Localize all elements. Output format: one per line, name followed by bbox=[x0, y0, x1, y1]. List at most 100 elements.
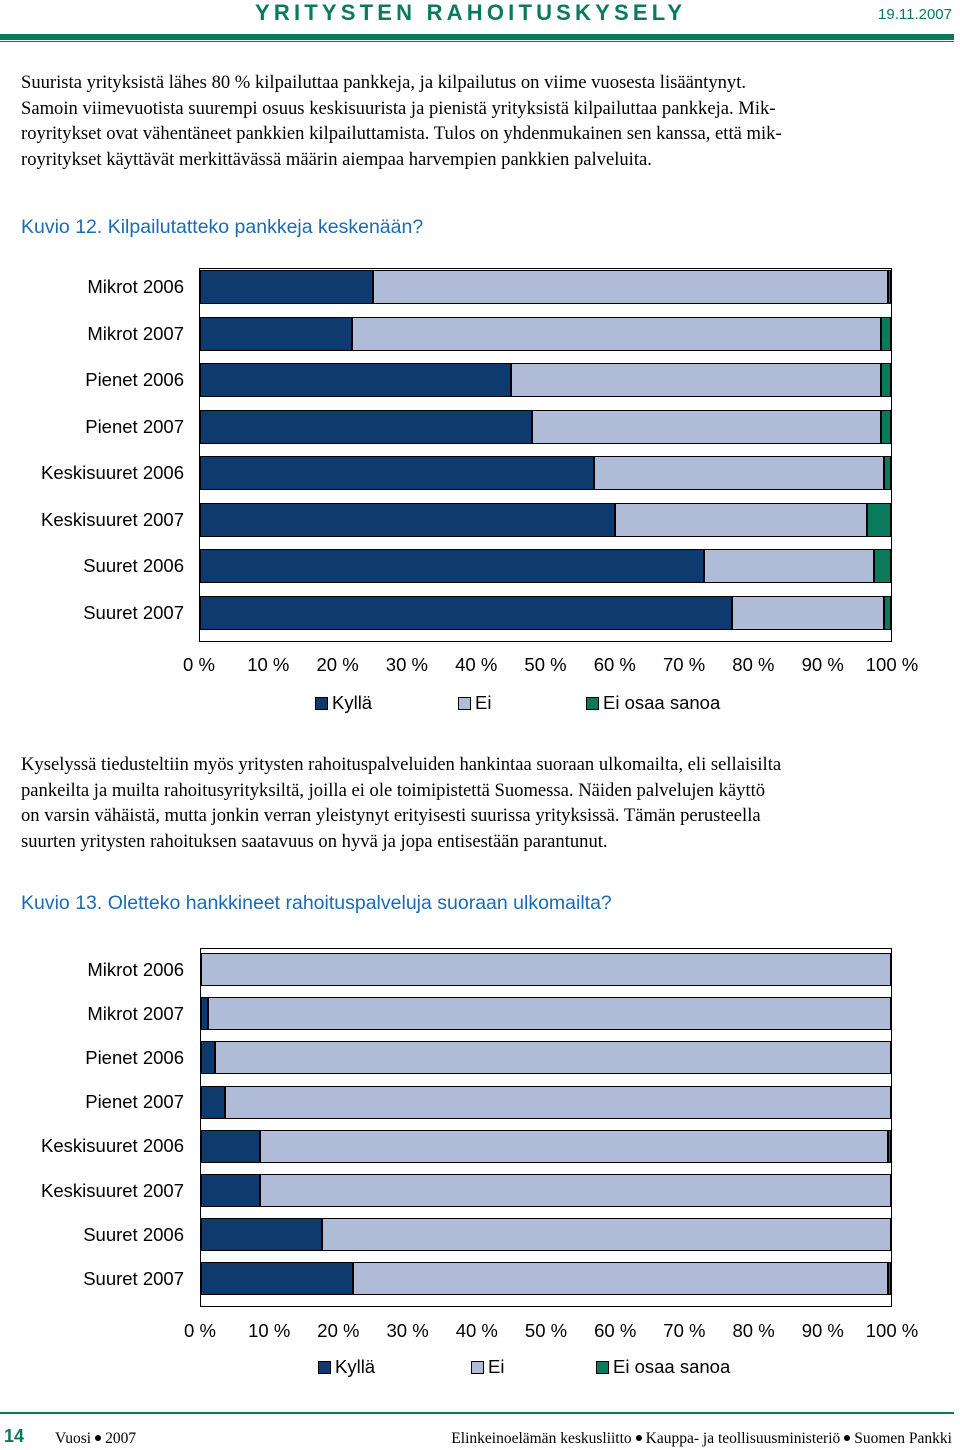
bar-row bbox=[200, 270, 891, 304]
bar-segment-ei bbox=[214, 1041, 891, 1075]
header-title: YRITYSTEN RAHOITUSKYSELY bbox=[255, 0, 687, 25]
bar-row bbox=[201, 1041, 891, 1075]
bar-row bbox=[201, 1218, 891, 1252]
header-date: 19.11.2007 bbox=[878, 6, 952, 23]
category-label: Keskisuuret 2007 bbox=[41, 508, 184, 530]
bar-row bbox=[201, 997, 891, 1031]
category-label: Pienet 2006 bbox=[85, 369, 184, 390]
bar-segment-ei-osaa-sanoa bbox=[884, 456, 891, 490]
x-tick-label: 10 % bbox=[248, 1320, 291, 1341]
page-number: 14 bbox=[4, 1426, 25, 1446]
bar-segment-ei bbox=[321, 1218, 891, 1252]
bar-row bbox=[201, 953, 891, 986]
bar-segment-ei-osaa-sanoa bbox=[887, 1129, 891, 1163]
bar-segment-ei bbox=[510, 363, 881, 397]
category-label: Mikrot 2007 bbox=[87, 322, 184, 344]
bar-row bbox=[200, 595, 891, 630]
category-label: Keskisuuret 2006 bbox=[41, 1135, 184, 1157]
x-tick-label: 90 % bbox=[801, 654, 844, 675]
middle-paragraph: Kyselyssä tiedusteltiin myös yritysten r… bbox=[21, 752, 941, 854]
bullet-icon bbox=[844, 1435, 851, 1441]
bar-segment-ei bbox=[201, 953, 891, 986]
bar-row bbox=[200, 409, 891, 444]
bar-segment-kyllä bbox=[200, 549, 705, 583]
bar-segment-kyllä bbox=[201, 1041, 215, 1075]
category-label: Mikrot 2006 bbox=[87, 276, 184, 297]
bar-segment-kyllä bbox=[200, 409, 532, 444]
legend-item: Ei bbox=[458, 692, 491, 714]
bar-row bbox=[200, 456, 891, 490]
bar-segment-kyllä bbox=[200, 363, 511, 397]
bar-row bbox=[200, 502, 891, 537]
category-label: Suuret 2007 bbox=[83, 601, 184, 623]
x-tick-label: 50 % bbox=[524, 1320, 568, 1341]
bar-segment-ei bbox=[531, 409, 881, 444]
footer-year: Vuosi 2007 bbox=[55, 1430, 136, 1448]
legend-swatch bbox=[318, 1361, 331, 1374]
intro-paragraph: Suurista yrityksistä lähes 80 % kilpailu… bbox=[21, 70, 941, 172]
legend-item: Ei osaa sanoa bbox=[586, 692, 720, 714]
intro-line: royritykset ovat vähentäneet pankkien ki… bbox=[21, 123, 782, 144]
legend-item: Kyllä bbox=[318, 1356, 375, 1378]
bar-segment-kyllä bbox=[201, 1218, 322, 1252]
bar-segment-kyllä bbox=[200, 316, 353, 351]
middle-line: on varsin vähäistä, mutta jonkin verran … bbox=[21, 805, 761, 826]
x-tick-label: 0 % bbox=[183, 654, 215, 675]
bar-segment-kyllä bbox=[200, 595, 733, 630]
bar-segment-ei-osaa-sanoa bbox=[884, 595, 891, 630]
legend-swatch bbox=[596, 1361, 609, 1374]
legend-swatch bbox=[315, 697, 328, 710]
footer-rule bbox=[0, 1412, 954, 1414]
bar-segment-ei-osaa-sanoa bbox=[880, 363, 891, 397]
footer-org: Suomen Pankki bbox=[854, 1430, 952, 1447]
plot-area bbox=[200, 948, 892, 1307]
category-label: Pienet 2006 bbox=[85, 1046, 184, 1068]
x-tick-label: 10 % bbox=[247, 654, 290, 675]
bar-segment-ei-osaa-sanoa bbox=[887, 1262, 891, 1296]
middle-line: pankeilta ja muilta rahoitusyrityksiltä,… bbox=[21, 779, 766, 801]
middle-line: suurten yritysten rahoituksen saatavuus … bbox=[21, 830, 608, 852]
x-tick-label: 20 % bbox=[316, 654, 359, 675]
intro-line: royritykset käyttävät merkittävässä määr… bbox=[21, 148, 652, 170]
footer-org: Elinkeinoelämän keskusliitto bbox=[451, 1430, 632, 1447]
category-label: Suuret 2006 bbox=[83, 1223, 184, 1245]
bar-segment-ei bbox=[259, 1174, 891, 1207]
bar-segment-ei bbox=[259, 1129, 888, 1163]
category-label: Keskisuuret 2006 bbox=[41, 462, 184, 483]
bar-row bbox=[200, 316, 891, 351]
bar-segment-kyllä bbox=[201, 1262, 353, 1296]
category-label: Pienet 2007 bbox=[85, 415, 184, 437]
x-tick-label: 0 % bbox=[184, 1320, 216, 1341]
bar-segment-kyllä bbox=[200, 502, 615, 537]
x-tick-label: 80 % bbox=[732, 654, 775, 675]
bar-segment-ei-osaa-sanoa bbox=[880, 409, 891, 444]
legend-item: Ei bbox=[471, 1356, 504, 1378]
bar-row bbox=[201, 1174, 891, 1207]
footer-organizations: Elinkeinoelämän keskusliitto Kauppa- ja t… bbox=[451, 1430, 952, 1448]
category-label: Suuret 2007 bbox=[83, 1267, 184, 1289]
bar-row bbox=[200, 363, 891, 397]
legend-label: Ei bbox=[488, 1356, 505, 1377]
bar-segment-ei bbox=[352, 1262, 888, 1296]
bar-segment-ei bbox=[732, 595, 885, 630]
figure-12-title: Kuvio 12. Kilpailutatteko pankkeja keske… bbox=[21, 216, 424, 238]
intro-line: Samoin viimevuotista suurempi osuus kesk… bbox=[21, 97, 776, 119]
x-tick-label: 60 % bbox=[594, 1320, 637, 1341]
bar-segment-ei bbox=[225, 1085, 891, 1119]
x-tick-label: 60 % bbox=[593, 654, 636, 675]
bar-segment-kyllä bbox=[201, 1174, 260, 1207]
bar-segment-ei bbox=[207, 997, 891, 1031]
figure-13-title: Kuvio 13. Oletteko hankkineet rahoituspa… bbox=[21, 892, 612, 914]
header-rule-thin bbox=[0, 41, 954, 42]
bar-segment-ei bbox=[352, 316, 881, 351]
bullet-icon bbox=[635, 1435, 642, 1441]
bar-segment-kyllä bbox=[200, 270, 373, 304]
legend-item: Kyllä bbox=[315, 692, 372, 714]
x-tick-label: 20 % bbox=[317, 1320, 360, 1341]
bar-segment-ei bbox=[593, 456, 885, 490]
legend-label: Kyllä bbox=[332, 692, 373, 713]
x-tick-label: 40 % bbox=[455, 1320, 498, 1341]
bar-row bbox=[201, 1085, 891, 1119]
page-header: YRITYSTEN RAHOITUSKYSELY 19.11.2007 bbox=[0, 0, 960, 42]
bar-segment-ei-osaa-sanoa bbox=[880, 316, 891, 351]
